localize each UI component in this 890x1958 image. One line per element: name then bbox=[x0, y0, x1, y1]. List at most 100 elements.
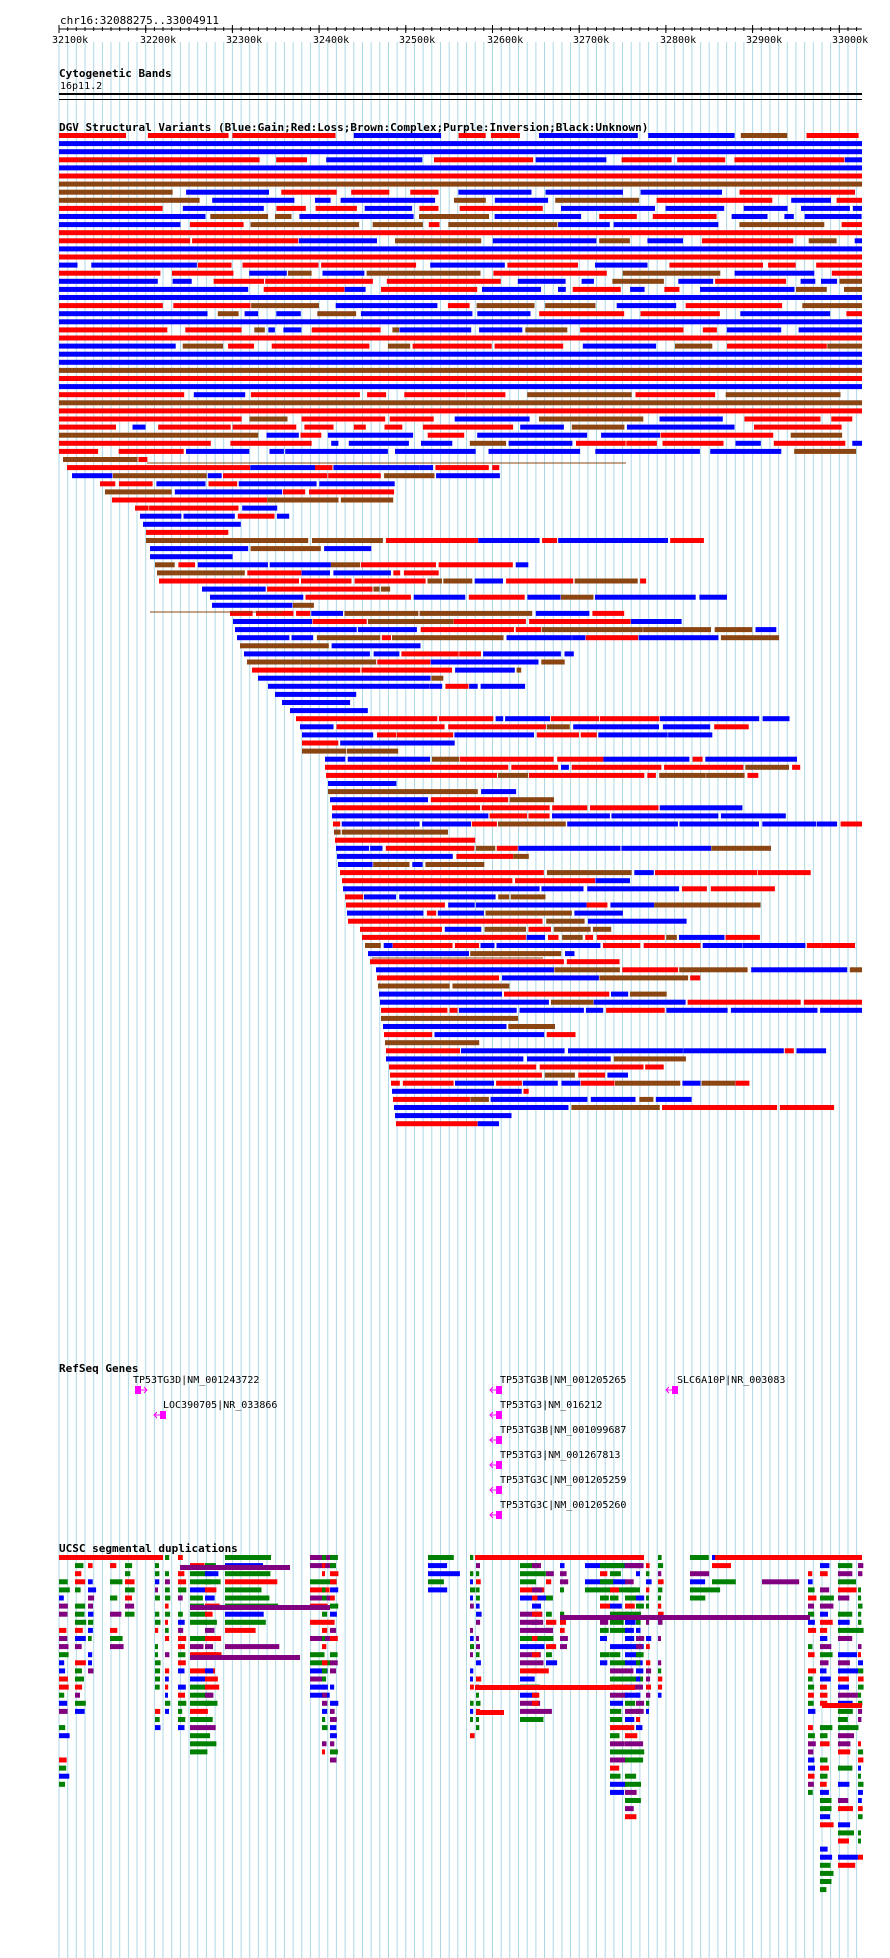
segdup-feature bbox=[636, 1652, 644, 1658]
segdup-feature bbox=[225, 1555, 271, 1560]
dgv-variant bbox=[315, 205, 357, 211]
gene-label[interactable]: TP53TG3D|NM_001243722 bbox=[133, 1375, 260, 1386]
segdup-feature bbox=[610, 1692, 628, 1698]
segdup-feature bbox=[838, 1668, 858, 1674]
dgv-variant bbox=[710, 886, 775, 892]
dgv-variant bbox=[385, 538, 478, 543]
segdup-feature bbox=[88, 1595, 95, 1601]
segdup-feature bbox=[190, 1684, 210, 1690]
dgv-variant bbox=[377, 659, 431, 665]
segdup-feature bbox=[636, 1619, 641, 1625]
dgv-variant bbox=[368, 951, 469, 957]
gene-label[interactable]: TP53TG3C|NM_001205260 bbox=[500, 1500, 627, 1511]
segdup-feature bbox=[110, 1563, 117, 1569]
dgv-variant bbox=[331, 643, 421, 649]
segdup-feature bbox=[808, 1684, 815, 1690]
segdup-feature bbox=[658, 1668, 662, 1674]
segdup-feature bbox=[610, 1749, 626, 1755]
segdup-feature bbox=[476, 1644, 480, 1650]
dgv-variant bbox=[401, 651, 459, 657]
segdup-feature bbox=[125, 1611, 135, 1617]
dgv-variant bbox=[714, 724, 749, 730]
dgv-variant bbox=[734, 157, 845, 163]
dgv-variant bbox=[454, 197, 486, 203]
gene-label[interactable]: TP53TG3B|NM_001205265 bbox=[500, 1375, 627, 1386]
dgv-variant bbox=[505, 716, 550, 722]
segdup-feature bbox=[820, 1684, 827, 1690]
dgv-variant bbox=[454, 732, 534, 738]
segdup-feature bbox=[858, 1814, 863, 1820]
segdup-feature bbox=[330, 1571, 339, 1577]
dgv-variant bbox=[59, 408, 862, 414]
gene-label[interactable]: TP53TG3|NM_001267813 bbox=[500, 1450, 621, 1461]
segdup-feature bbox=[322, 1627, 328, 1633]
dgv-variant bbox=[384, 1032, 433, 1038]
segdup-feature bbox=[75, 1708, 85, 1714]
dgv-variant bbox=[268, 683, 430, 689]
dgv-variant bbox=[347, 910, 424, 916]
dgv-variant bbox=[118, 448, 184, 454]
segdup-feature bbox=[190, 1636, 218, 1641]
dgv-variant bbox=[413, 594, 466, 600]
dgv-variant bbox=[662, 1105, 778, 1110]
segdup-feature bbox=[646, 1644, 650, 1650]
segdup-feature bbox=[165, 1579, 170, 1585]
segdup-feature bbox=[190, 1652, 216, 1658]
dgv-variant bbox=[333, 465, 420, 471]
gene-label[interactable]: TP53TG3B|NM_001099687 bbox=[500, 1425, 627, 1436]
dgv-variant bbox=[725, 392, 841, 398]
cytoband-track-title[interactable]: Cytogenetic Bands bbox=[59, 67, 172, 80]
dgv-variant bbox=[494, 343, 564, 349]
segdup-feature bbox=[178, 1579, 187, 1585]
dgv-variant bbox=[567, 821, 678, 827]
dgv-variant bbox=[146, 529, 229, 535]
segdup-feature bbox=[178, 1627, 184, 1633]
segdup-feature bbox=[690, 1595, 706, 1601]
dgv-variant bbox=[448, 724, 546, 730]
segdup-feature bbox=[178, 1725, 185, 1731]
segdup-feature bbox=[625, 1773, 637, 1779]
segdup-feature bbox=[520, 1627, 553, 1633]
gene-label[interactable]: LOC390705|NR_033866 bbox=[163, 1400, 278, 1411]
gene-label[interactable]: SLC6A10P|NR_003083 bbox=[677, 1375, 786, 1386]
segdup-feature bbox=[820, 1636, 828, 1641]
gene-label[interactable]: TP53TG3C|NM_001205259 bbox=[500, 1475, 627, 1486]
segdup-track-title[interactable]: UCSC segmental duplications bbox=[59, 1542, 238, 1555]
dgv-variant bbox=[508, 1024, 555, 1029]
dgv-variant bbox=[100, 481, 116, 487]
dgv-track-title[interactable]: DGV Structural Variants (Blue:Gain;Red:L… bbox=[59, 121, 649, 134]
segdup-feature bbox=[428, 1563, 448, 1569]
refseq-track-title[interactable]: RefSeq Genes bbox=[59, 1362, 139, 1375]
dgv-variant bbox=[332, 805, 481, 811]
segdup-feature bbox=[476, 1692, 479, 1698]
segdup-feature bbox=[808, 1725, 813, 1731]
dgv-variant bbox=[228, 343, 254, 349]
dgv-variant bbox=[384, 424, 403, 430]
segdup-feature bbox=[470, 1700, 474, 1706]
segdup-feature bbox=[625, 1708, 644, 1714]
dgv-variant bbox=[662, 440, 724, 446]
dgv-variant bbox=[381, 1015, 519, 1021]
gene-exon bbox=[135, 1386, 141, 1394]
dgv-variant bbox=[768, 262, 796, 268]
segdup-feature bbox=[155, 1660, 161, 1666]
segdup-feature bbox=[532, 1603, 541, 1609]
dgv-variant bbox=[340, 497, 394, 503]
segdup-feature bbox=[858, 1806, 863, 1812]
segdup-feature bbox=[322, 1563, 326, 1569]
gene-label[interactable]: TP53TG3|NM_016212 bbox=[500, 1400, 603, 1411]
segdup-feature bbox=[475, 1685, 635, 1690]
segdup-feature bbox=[190, 1668, 215, 1674]
segdup-feature bbox=[646, 1619, 650, 1625]
segdup-feature bbox=[59, 1692, 65, 1698]
segdup-feature bbox=[636, 1692, 641, 1698]
segdup-feature bbox=[610, 1700, 624, 1706]
dgv-variant bbox=[664, 764, 744, 770]
segdup-feature bbox=[560, 1571, 567, 1577]
dgv-variant bbox=[459, 651, 481, 657]
segdup-feature bbox=[838, 1725, 859, 1731]
segdup-feature bbox=[470, 1627, 473, 1633]
gene-exon bbox=[496, 1511, 502, 1519]
dgv-variant bbox=[335, 837, 476, 843]
dgv-variant bbox=[553, 926, 591, 932]
